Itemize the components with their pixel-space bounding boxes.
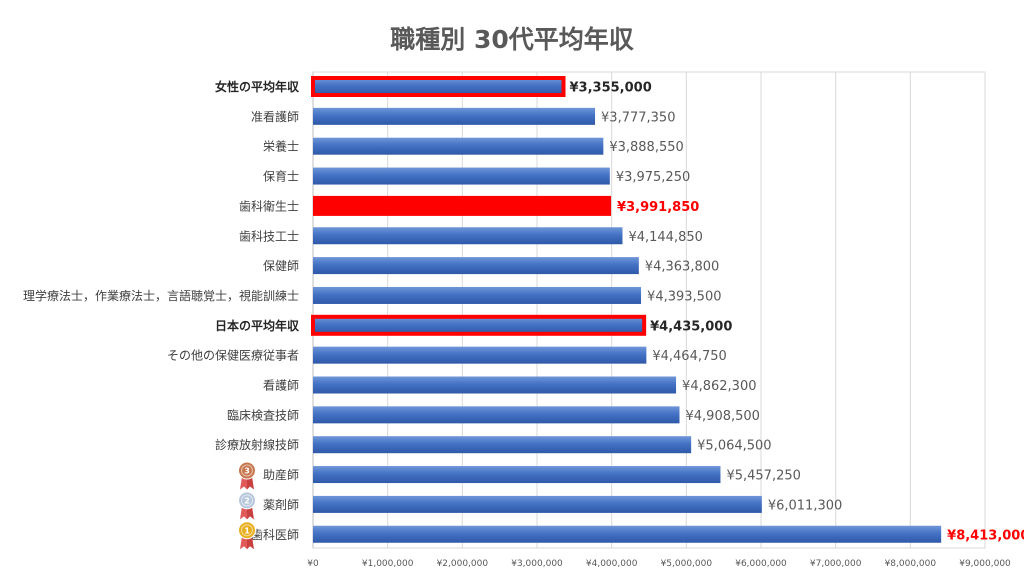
- bar: [313, 286, 642, 304]
- value-label: ¥4,908,500: [686, 409, 760, 424]
- bar: [313, 195, 612, 216]
- category-label: 歯科衛生士: [239, 199, 299, 213]
- bar: [313, 167, 610, 185]
- value-label: ¥3,777,350: [601, 110, 675, 125]
- bar: [313, 525, 942, 543]
- x-tick-label: ¥4,000,000: [586, 559, 638, 569]
- category-label: 看護師: [263, 378, 299, 393]
- value-label: ¥3,991,850: [617, 200, 699, 215]
- bar: [313, 346, 647, 364]
- category-label: 理学療法士，作業療法士，言語聴覚士，視能訓練士: [23, 288, 299, 303]
- bar: [313, 376, 677, 394]
- value-label: ¥3,355,000: [570, 81, 652, 96]
- svg-text:2: 2: [244, 496, 250, 505]
- category-label: 栄養士: [263, 139, 299, 154]
- value-label: ¥4,464,750: [652, 349, 726, 364]
- category-label: 日本の平均年収: [215, 318, 300, 333]
- value-label: ¥4,862,300: [682, 379, 756, 394]
- bar: [313, 257, 639, 275]
- medal-rank-1-icon: 1: [238, 521, 256, 550]
- bar: [313, 107, 596, 125]
- svg-text:3: 3: [244, 467, 250, 476]
- bar: [313, 495, 762, 513]
- value-label: ¥4,393,500: [647, 289, 721, 304]
- category-label: 助産師: [263, 467, 299, 482]
- category-label: 保健師: [263, 259, 299, 273]
- value-label: ¥4,435,000: [650, 319, 732, 334]
- x-tick-label: ¥0: [307, 559, 319, 569]
- x-axis-ticks: ¥0 ¥1,000,000 ¥2,000,000 ¥3,000,000 ¥4,000,0…: [307, 559, 1011, 569]
- category-label: 女性の平均年収: [215, 79, 300, 94]
- chart-title: 職種別 30代平均年収: [390, 25, 634, 54]
- bar: [313, 466, 721, 484]
- bar: [313, 436, 692, 454]
- category-label: 臨床検査技師: [227, 408, 299, 422]
- x-tick-label: ¥8,000,000: [885, 559, 937, 569]
- value-labels: ¥3,355,000 ¥3,777,350 ¥3,888,550 ¥3,975,250…: [570, 81, 1024, 544]
- x-tick-label: ¥7,000,000: [810, 559, 862, 569]
- medal-rank-3-icon: 3: [238, 461, 256, 490]
- medal-rank-2-icon: 2: [238, 491, 256, 520]
- value-label: ¥3,975,250: [616, 170, 690, 185]
- value-label: ¥8,413,000: [947, 528, 1024, 543]
- bar: [313, 137, 604, 155]
- svg-text:1: 1: [244, 526, 250, 535]
- bar: [311, 314, 647, 336]
- category-label: 准看護師: [251, 109, 299, 124]
- value-label: ¥5,064,500: [697, 439, 771, 454]
- category-label: 歯科技工士: [239, 229, 299, 243]
- category-label: 薬剤師: [263, 497, 299, 512]
- bar: [313, 406, 680, 424]
- value-label: ¥3,888,550: [609, 140, 683, 155]
- category-label: 診療放射線技師: [215, 437, 299, 452]
- x-tick-label: ¥2,000,000: [437, 559, 489, 569]
- category-label: その他の保健医療従事者: [167, 349, 299, 363]
- bar: [311, 76, 566, 97]
- category-label: 歯科医師: [251, 528, 299, 542]
- x-tick-label: ¥1,000,000: [362, 559, 414, 569]
- bar: [313, 227, 623, 245]
- x-tick-label: ¥9,000,000: [959, 559, 1011, 569]
- value-label: ¥4,363,800: [645, 260, 719, 275]
- x-tick-label: ¥5,000,000: [661, 559, 713, 569]
- value-label: ¥4,144,850: [628, 230, 702, 245]
- value-label: ¥6,011,300: [768, 498, 842, 513]
- x-tick-label: ¥6,000,000: [735, 559, 787, 569]
- category-label: 保育士: [263, 169, 299, 184]
- category-labels: 女性の平均年収准看護師栄養士保育士歯科衛生士歯科技工士保健師理学療法士，作業療法…: [23, 79, 300, 542]
- value-label: ¥5,457,250: [726, 469, 800, 484]
- bars: [311, 76, 942, 543]
- medals: 3 2 1: [238, 461, 256, 550]
- x-tick-label: ¥3,000,000: [511, 559, 563, 569]
